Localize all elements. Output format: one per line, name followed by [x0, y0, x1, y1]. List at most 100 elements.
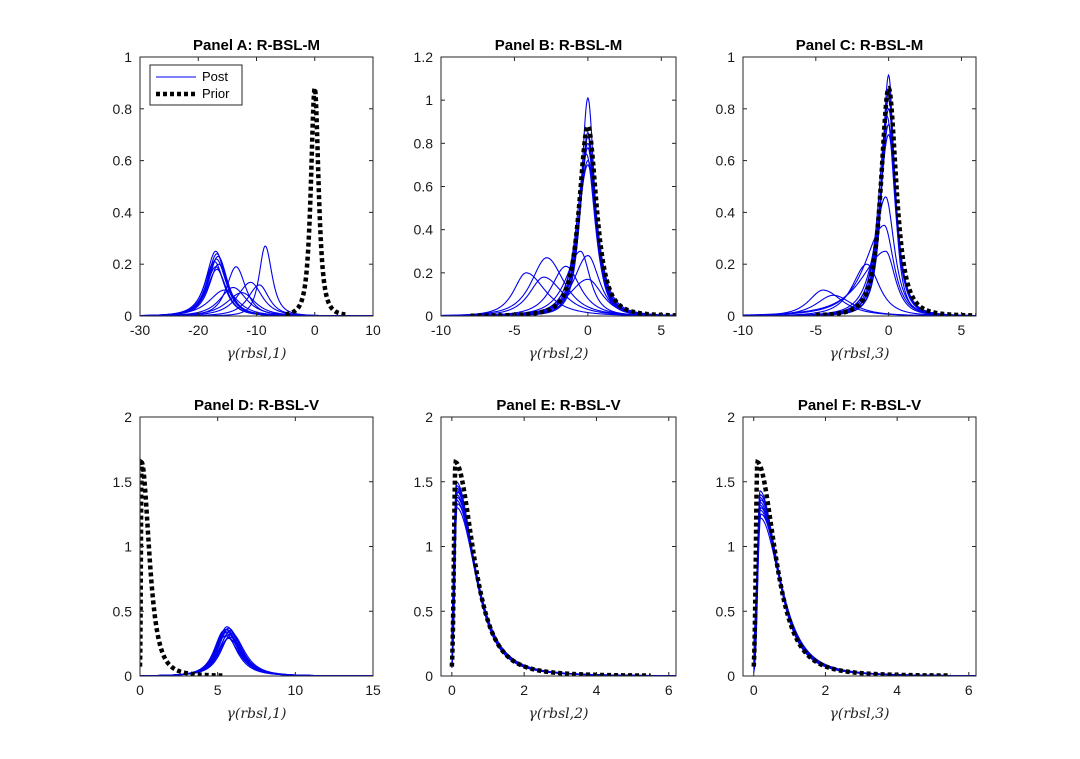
posterior-curve: [441, 146, 676, 316]
prior-curve: [449, 459, 651, 676]
posterior-curve: [451, 503, 676, 676]
y-tick-label: 0.8: [414, 135, 434, 151]
posterior-curve: [753, 509, 976, 676]
y-tick-label: 1: [425, 539, 433, 555]
posterior-curve: [441, 276, 676, 316]
y-tick-label: 0.8: [716, 101, 736, 117]
y-tick-label: 1: [727, 49, 735, 65]
x-tick-label: 5: [657, 322, 665, 338]
y-tick-label: 1.5: [414, 474, 434, 490]
y-tick-label: 2: [425, 409, 433, 425]
y-tick-label: 0: [727, 668, 735, 684]
panel-e-axes: [440, 416, 677, 677]
x-tick-label: 0: [136, 682, 144, 698]
y-tick-label: 0.4: [113, 204, 133, 220]
posterior-curve: [451, 507, 676, 676]
y-tick-label: 1.5: [113, 474, 133, 490]
posterior-curve: [451, 491, 676, 676]
y-tick-label: 0.8: [113, 101, 133, 117]
panel-b-axes: [440, 56, 677, 317]
posterior-curve: [753, 501, 976, 676]
prior-curve: [285, 85, 348, 316]
y-tick-label: 1.5: [716, 474, 736, 490]
posterior-curve: [441, 272, 676, 316]
x-tick-label: -5: [810, 322, 823, 338]
posterior-curve: [753, 517, 976, 676]
x-tick-label: -20: [188, 322, 208, 338]
y-tick-label: 0.6: [113, 153, 133, 169]
posterior-curve: [753, 507, 976, 676]
panel-d-axes: [139, 416, 374, 677]
y-tick-label: 1.2: [414, 49, 434, 65]
posterior-curve: [743, 196, 976, 316]
prior-curve: [470, 123, 676, 316]
legend-box: [149, 64, 243, 106]
panel-b-title: Panel B: R-BSL-M: [495, 37, 623, 54]
posterior-curve: [743, 73, 976, 316]
panel-e-xlabel: γ(rbsl,2): [529, 706, 589, 722]
x-tick-label: 6: [665, 682, 673, 698]
posterior-curve: [753, 504, 976, 676]
posterior-curve: [441, 153, 676, 316]
posterior-curve: [753, 513, 976, 676]
panel-c-series: [743, 73, 976, 316]
posterior-curve: [140, 245, 373, 316]
x-tick-label: 5: [214, 682, 222, 698]
prior-curve: [751, 459, 951, 676]
y-tick-label: 0.6: [414, 179, 434, 195]
panel-e-series: [449, 459, 676, 676]
x-tick-label: 0: [584, 322, 592, 338]
panel-d-series: [140, 458, 373, 676]
panel-a: Panel A: R-BSL-M 0 0.2 0.4 0.6 0.8 1 -30 -20 -10 0…: [113, 37, 381, 362]
x-tick-label: 10: [288, 682, 304, 698]
x-tick-label: 10: [365, 322, 381, 338]
y-tick-label: 0.2: [716, 256, 736, 272]
y-tick-label: 2: [727, 409, 735, 425]
panel-f: Panel F: R-BSL-V 0 0.5 1 1.5 2 0 2 4 6 γ(rbsl,3): [716, 397, 977, 722]
posterior-curve: [140, 266, 373, 316]
panel-f-title: Panel F: R-BSL-V: [798, 397, 921, 414]
x-tick-label: 0: [448, 682, 456, 698]
panel-f-axes: [742, 416, 977, 677]
legend-post-label: Post: [202, 69, 228, 84]
posterior-curve: [743, 97, 976, 316]
y-tick-label: 0.5: [113, 603, 133, 619]
panel-c-xlabel: γ(rbsl,3): [830, 346, 890, 362]
y-tick-label: 0.5: [716, 603, 736, 619]
panel-e-title: Panel E: R-BSL-V: [496, 397, 620, 414]
posterior-curve: [743, 107, 976, 316]
y-tick-label: 1: [124, 539, 132, 555]
x-tick-label: -5: [508, 322, 521, 338]
panel-c-axes: [742, 56, 977, 317]
posterior-curve: [753, 496, 976, 676]
x-tick-label: -10: [246, 322, 266, 338]
x-tick-label: 6: [965, 682, 973, 698]
panel-f-xlabel: γ(rbsl,3): [830, 706, 890, 722]
posterior-curve: [753, 490, 976, 676]
x-tick-label: 2: [822, 682, 830, 698]
x-tick-label: 0: [885, 322, 893, 338]
prior-curve: [140, 458, 223, 676]
y-tick-label: 0.2: [113, 256, 133, 272]
panel-c: Panel C: R-BSL-M 0 0.2 0.4 0.6 0.8 1 -10 -5 0 5 γ(r…: [716, 37, 977, 362]
posterior-curve: [451, 487, 676, 676]
y-tick-label: 1: [425, 92, 433, 108]
y-tick-label: 2: [124, 409, 132, 425]
panel-a-title: Panel A: R-BSL-M: [193, 37, 320, 54]
panel-a-xlabel: γ(rbsl,1): [227, 346, 287, 362]
y-tick-label: 1: [727, 539, 735, 555]
posterior-curve: [753, 494, 976, 676]
posterior-curve: [451, 496, 676, 676]
panel-e: Panel E: R-BSL-V 0 0.5 1 1.5 2 0 2 4 6 γ(rbsl,2): [414, 397, 677, 722]
y-tick-label: 0.5: [414, 603, 434, 619]
legend: Post Prior: [149, 64, 243, 106]
x-tick-label: 15: [365, 682, 381, 698]
posterior-curve: [451, 481, 676, 676]
posterior-curve: [441, 136, 676, 316]
x-tick-label: 2: [520, 682, 528, 698]
x-tick-label: -30: [130, 322, 150, 338]
posterior-curve: [451, 494, 676, 676]
x-tick-label: 4: [593, 682, 601, 698]
panel-d: Panel D: R-BSL-V 0 0.5 1 1.5 2 0 5 10 15 γ(rbsl,1): [113, 397, 381, 722]
y-tick-label: 0: [124, 668, 132, 684]
